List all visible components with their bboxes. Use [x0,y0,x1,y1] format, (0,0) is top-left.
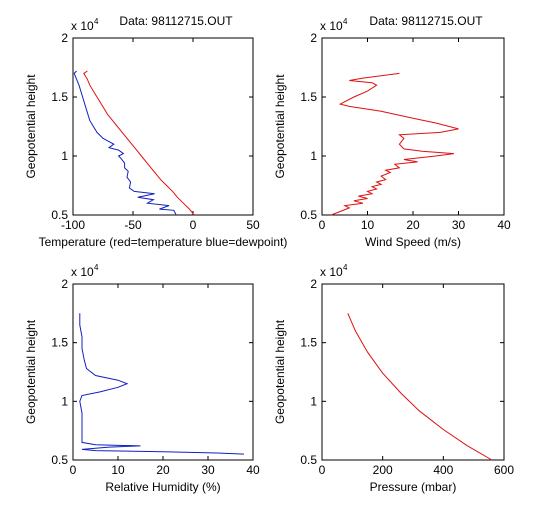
y-tick-label: 2 [310,31,317,45]
x-axis-label: Pressure (mbar) [370,480,457,494]
exponent-label: x 10 [320,19,343,33]
y-tick-label: 2 [61,31,68,45]
series-line-1 [83,70,195,216]
y-tick-label: 1.5 [51,90,68,104]
axes-box [321,283,505,461]
subplot-4: 0 200 400 600 0.5 1 1.5 2x 10 4 Pressure (mbar) Ge… [273,263,514,494]
exponent-power: 4 [343,17,348,26]
x-tick-label: -100 [61,218,85,232]
subplot-2: 0 10 20 30 40 0.5 1 1.5 2x 10 4 Data: 98112715.OUT… [273,14,511,249]
x-tick-label: 30 [452,218,466,232]
axes-box [72,283,254,461]
x-tick-label: 50 [246,218,260,232]
x-axis-label: Wind Speed (m/s) [365,235,461,249]
y-tick-label: 0.5 [51,453,68,467]
y-tick-label: 1 [61,394,68,408]
y-tick-label: 2 [61,277,68,291]
axes-box [321,37,505,216]
series-line-2 [73,70,177,216]
exponent-label: x 10 [71,19,94,33]
series-line-1 [79,313,245,455]
x-tick-label: 20 [156,463,170,477]
y-axis-label: Geopotential height [273,74,287,179]
subplot-1: -100 -50 0 50 0.5 1 1.5 2x 10 4 Data: 98112715.OU… [24,14,287,249]
exponent-power: 4 [94,263,99,272]
x-tick-label: 0 [319,218,326,232]
y-tick-label: 0.5 [300,208,317,222]
x-tick-label: 10 [111,463,125,477]
y-tick-label: 2 [310,277,317,291]
y-tick-label: 1.5 [51,336,68,350]
y-tick-label: 1.5 [300,90,317,104]
x-tick-label: 600 [494,463,514,477]
exponent-power: 4 [94,17,99,26]
x-tick-label: 20 [406,218,420,232]
y-tick-label: 1 [310,149,317,163]
exponent-label: x 10 [320,265,343,279]
y-axis-label: Geopotential height [273,319,287,424]
x-tick-label: 400 [433,463,453,477]
y-axis-label: Geopotential height [24,74,38,179]
y-tick-label: 1 [310,394,317,408]
series-line-1 [347,313,493,461]
axes-box [72,37,254,216]
x-axis-label: Relative Humidity (%) [105,480,220,494]
x-tick-label: 40 [246,463,260,477]
x-tick-label: 200 [373,463,393,477]
subplot-3: 0 10 20 30 40 0.5 1 1.5 2x 10 4 Relative Humidity … [24,263,260,494]
series-line-1 [330,72,459,216]
y-tick-label: 0.5 [300,453,317,467]
x-tick-label: 0 [190,218,197,232]
x-tick-label: 40 [497,218,511,232]
x-tick-label: 0 [70,463,77,477]
exponent-label: x 10 [71,265,94,279]
x-axis-label: Temperature (red=temperature blue=dewpoi… [39,235,288,249]
y-tick-label: 1 [61,149,68,163]
chart-title: Data: 98112715.OUT [369,14,483,28]
y-tick-label: 1.5 [300,336,317,350]
x-tick-label: 30 [201,463,215,477]
exponent-power: 4 [343,263,348,272]
x-tick-label: 10 [361,218,375,232]
x-tick-label: -50 [124,218,142,232]
chart-title: Data: 98112715.OUT [119,14,233,28]
y-tick-label: 0.5 [51,208,68,222]
x-tick-label: 0 [319,463,326,477]
y-axis-label: Geopotential height [24,319,38,424]
